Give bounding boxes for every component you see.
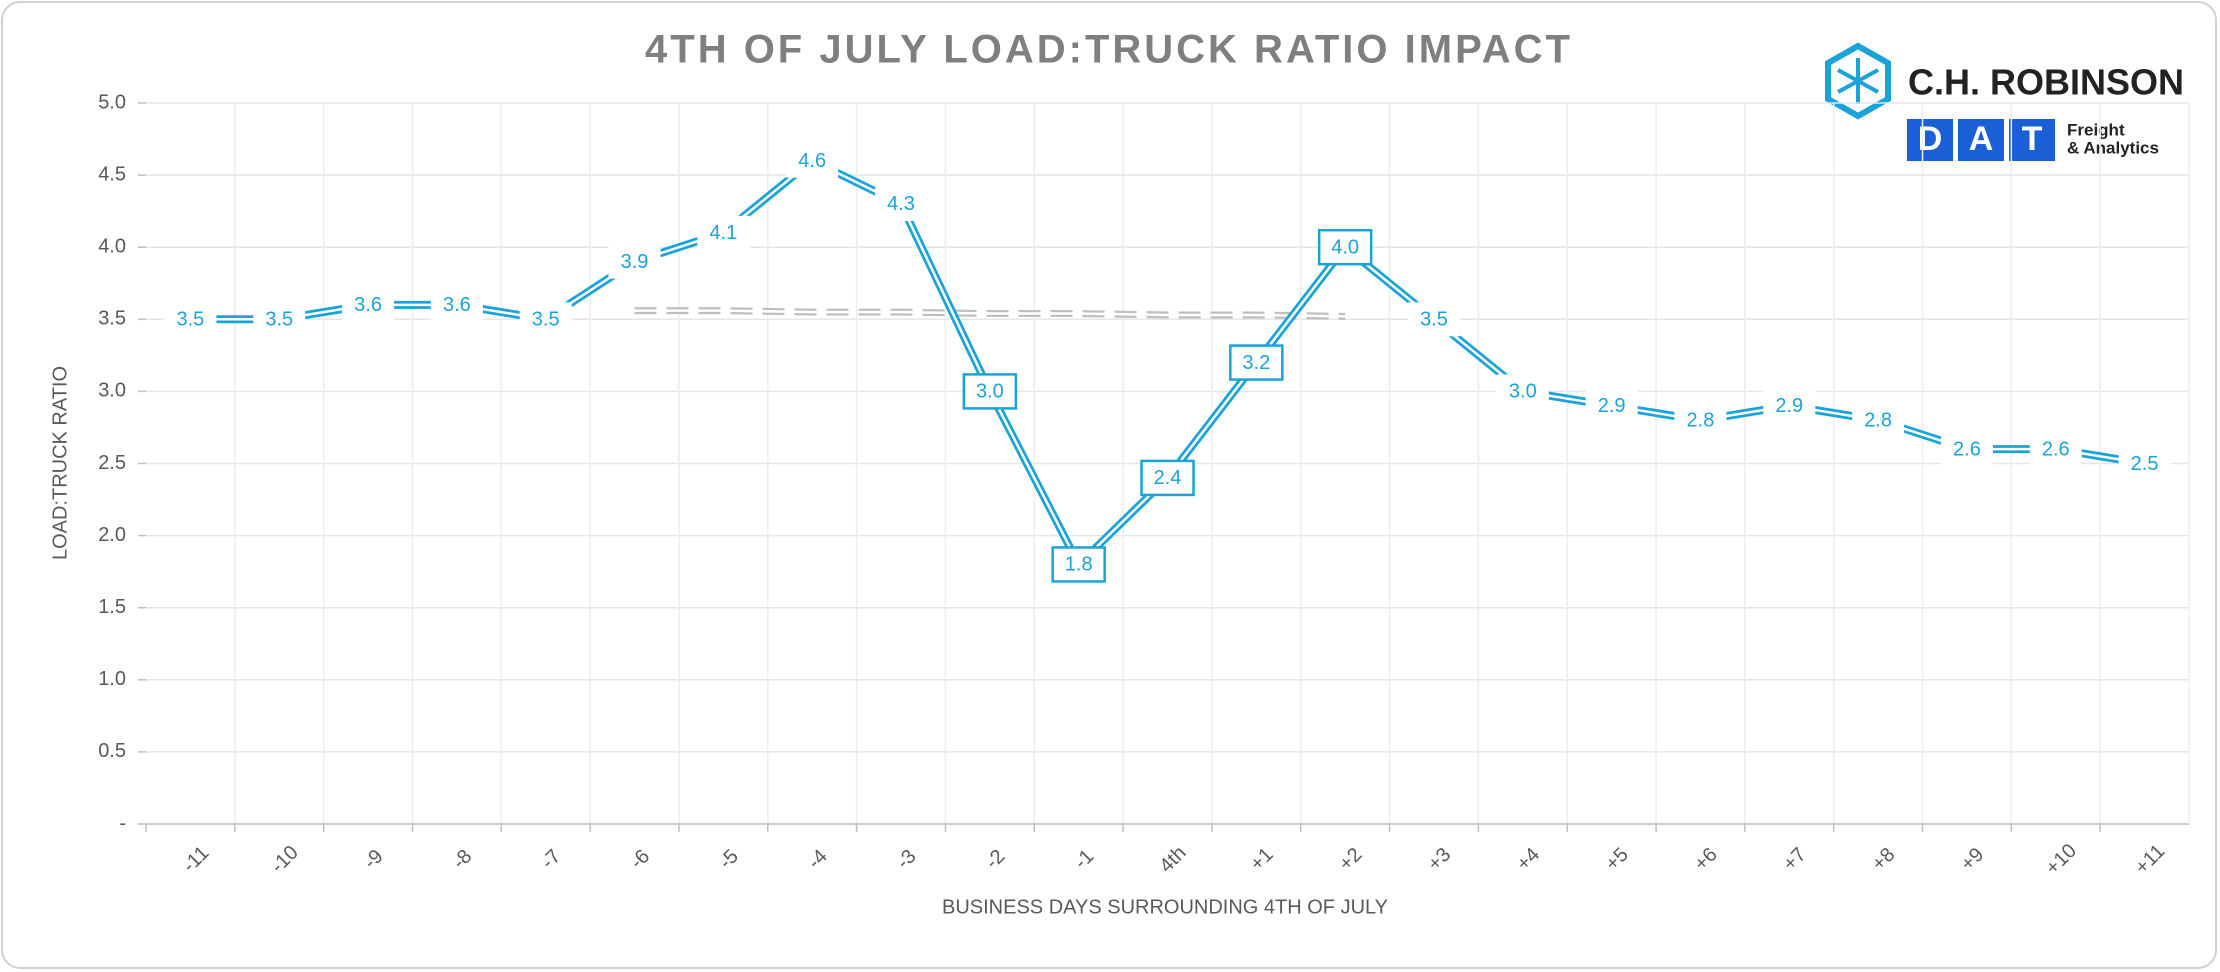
dat-box: [1907, 119, 1953, 161]
y-tick-label: 5.0: [98, 91, 126, 113]
label-bg: [1852, 403, 1905, 438]
data-label: 2.4: [1154, 467, 1182, 489]
label-bg: [164, 302, 217, 337]
data-label: 4.0: [1331, 236, 1359, 258]
label-bg: [875, 186, 928, 221]
label-bg: [608, 244, 661, 279]
label-bg: [1585, 388, 1638, 423]
data-label: 2.5: [2131, 453, 2159, 475]
label-box: [1140, 459, 1195, 497]
logo-icon-detail: [1837, 58, 1879, 104]
dat-subtitle: Freight: [2067, 120, 2125, 139]
chart-title: 4TH OF JULY LOAD:TRUCK RATIO IMPACT: [645, 28, 1573, 72]
dat-letter: T: [2022, 120, 2043, 158]
label-bg: [430, 287, 483, 322]
label-bg: [786, 143, 839, 178]
label-bg: [519, 302, 572, 337]
dat-letter: D: [1918, 120, 1943, 158]
label-box: [1229, 344, 1284, 381]
brand-name: C.H. ROBINSON: [1908, 62, 2184, 103]
data-label: 3.5: [177, 309, 205, 331]
y-tick-label: 0.5: [98, 740, 126, 762]
data-label: 3.6: [443, 294, 471, 316]
y-tick-label: -: [119, 812, 126, 834]
data-label: 2.6: [2042, 438, 2070, 460]
data-label: 4.1: [709, 222, 737, 244]
line-inner: [634, 309, 1346, 318]
data-label: 2.6: [1953, 438, 1981, 460]
y-tick-label: 3.0: [98, 380, 126, 402]
y-tick-label: 4.5: [98, 163, 126, 185]
data-label: 4.3: [887, 193, 915, 215]
data-label: 4.6: [798, 150, 826, 172]
y-tick-label: 1.5: [98, 596, 126, 618]
dat-box: [1958, 119, 2004, 161]
data-label: 3.2: [1242, 352, 1270, 374]
y-tick-label: 1.0: [98, 668, 126, 690]
label-bg: [2029, 432, 2082, 467]
data-label: 2.9: [1598, 395, 1626, 417]
data-label: 3.5: [532, 309, 560, 331]
label-bg: [1407, 302, 1460, 337]
label-bg: [697, 215, 750, 250]
x-axis-label: BUSINESS DAYS SURROUNDING 4TH OF JULY: [942, 896, 1388, 918]
label-box: [962, 373, 1018, 410]
data-label: 2.8: [1864, 410, 1892, 432]
label-bg: [1940, 432, 1993, 467]
label-bg: [1496, 374, 1549, 409]
label-bg: [1674, 403, 1727, 438]
logo-icon: [1825, 42, 1891, 120]
y-tick-label: 2.5: [98, 452, 126, 474]
y-tick-label: 3.5: [98, 308, 126, 330]
label-bg: [342, 287, 395, 322]
data-label: 3.0: [976, 381, 1004, 403]
dat-subtitle: & Analytics: [2067, 138, 2159, 157]
data-label: 3.9: [621, 251, 649, 273]
data-label: 3.5: [265, 309, 293, 331]
label-box: [1317, 228, 1373, 266]
label-bg: [253, 302, 306, 337]
y-axis-label: LOAD:TRUCK RATIO: [49, 366, 71, 560]
data-label: 1.8: [1065, 554, 1093, 576]
label-box: [1051, 546, 1106, 583]
label-bg: [1763, 388, 1816, 423]
data-label: 3.0: [1509, 381, 1537, 403]
data-label: 2.8: [1687, 410, 1715, 432]
logo: C.H. ROBINSON D A T Freight & Analytics: [1825, 42, 2184, 161]
dat-box: [2009, 119, 2055, 161]
dat-letter: A: [1969, 120, 1994, 158]
data-label: 3.5: [1420, 309, 1448, 331]
data-label: 3.6: [354, 294, 382, 316]
y-tick-label: 2.0: [98, 524, 126, 546]
label-bg: [2118, 446, 2171, 481]
data-label: 2.9: [1775, 395, 1803, 417]
y-tick-label: 4.0: [98, 235, 126, 257]
